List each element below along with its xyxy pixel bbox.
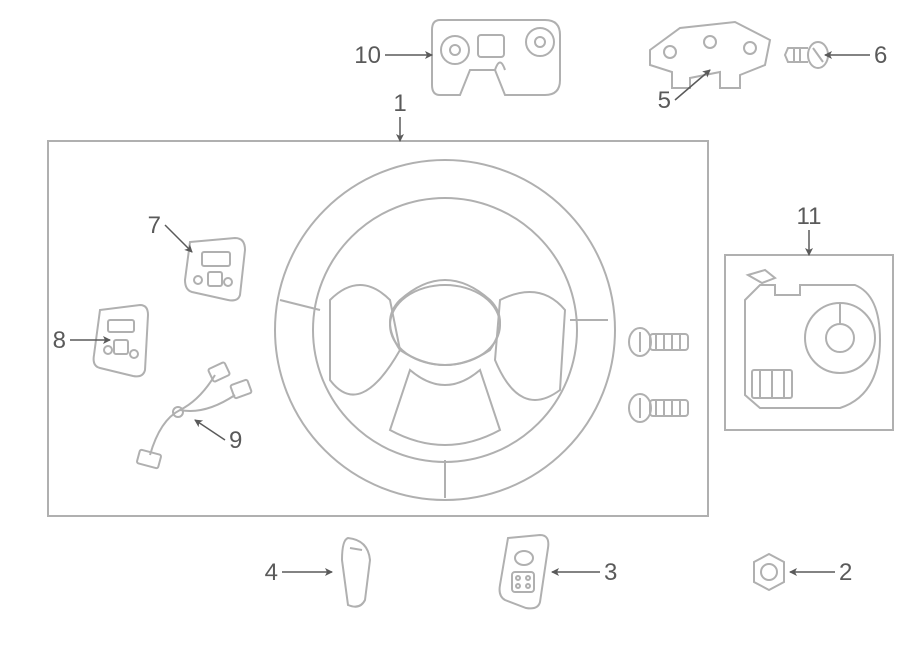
callout-label: 2	[839, 559, 852, 586]
callout-label: 7	[148, 212, 161, 239]
callout-3: 3	[552, 559, 617, 586]
screw-6	[785, 42, 828, 68]
sensor-module	[745, 270, 880, 408]
callout-11: 11	[797, 203, 822, 255]
callout-label: 5	[658, 87, 671, 114]
callout-10: 10	[354, 42, 432, 69]
callout-label: 3	[604, 559, 617, 586]
callout-label: 4	[265, 559, 278, 586]
callout-2: 2	[790, 559, 852, 586]
hex-nut	[754, 554, 784, 590]
callout-arrow	[165, 225, 192, 252]
callout-label: 6	[874, 42, 887, 69]
parts-layer	[94, 20, 880, 608]
callout-label: 8	[53, 327, 66, 354]
callout-8: 8	[53, 327, 110, 354]
parts-diagram: 1 2 3 4 5 6 7 8 9 10 11	[0, 0, 900, 661]
callout-label: 10	[354, 42, 381, 69]
bracket	[650, 22, 770, 88]
callout-arrow	[195, 420, 225, 440]
callouts-layer: 1 2 3 4 5 6 7 8 9 10 11	[53, 42, 888, 586]
callout-label: 1	[393, 90, 406, 117]
callout-7: 7	[148, 212, 192, 252]
callout-label: 9	[229, 427, 242, 454]
callout-9: 9	[195, 420, 242, 454]
callout-label: 11	[797, 203, 822, 230]
module-group-box	[725, 255, 893, 430]
callout-5: 5	[658, 70, 710, 114]
callout-arrow	[675, 70, 710, 100]
callout-6: 6	[825, 42, 887, 69]
lower-paddle-left	[342, 538, 370, 607]
wheel-bolts	[629, 328, 688, 422]
lower-switch-right	[500, 535, 549, 608]
steering-wheel	[275, 160, 615, 500]
callout-4: 4	[265, 559, 332, 586]
paddle-switch-7	[185, 238, 245, 300]
callout-1: 1	[393, 90, 406, 141]
rear-shroud	[432, 20, 560, 95]
